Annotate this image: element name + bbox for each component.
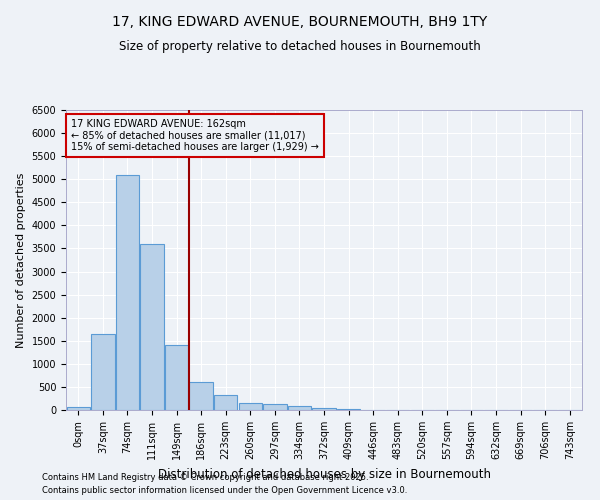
Bar	[116, 174, 139, 410]
Bar	[214, 395, 238, 410]
Text: Size of property relative to detached houses in Bournemouth: Size of property relative to detached ho…	[119, 40, 481, 53]
Bar	[165, 346, 188, 410]
Bar	[288, 406, 311, 410]
Bar	[91, 334, 115, 410]
Bar	[239, 402, 262, 410]
Bar	[313, 408, 335, 410]
Text: Contains public sector information licensed under the Open Government Licence v3: Contains public sector information licen…	[42, 486, 407, 495]
Bar	[140, 244, 164, 410]
X-axis label: Distribution of detached houses by size in Bournemouth: Distribution of detached houses by size …	[157, 468, 491, 480]
Y-axis label: Number of detached properties: Number of detached properties	[16, 172, 26, 348]
Bar	[67, 408, 90, 410]
Bar	[263, 404, 287, 410]
Text: Contains HM Land Registry data © Crown copyright and database right 2025.: Contains HM Land Registry data © Crown c…	[42, 474, 368, 482]
Bar	[190, 382, 213, 410]
Text: 17 KING EDWARD AVENUE: 162sqm
← 85% of detached houses are smaller (11,017)
15% : 17 KING EDWARD AVENUE: 162sqm ← 85% of d…	[71, 119, 319, 152]
Text: 17, KING EDWARD AVENUE, BOURNEMOUTH, BH9 1TY: 17, KING EDWARD AVENUE, BOURNEMOUTH, BH9…	[112, 15, 488, 29]
Bar	[337, 409, 360, 410]
